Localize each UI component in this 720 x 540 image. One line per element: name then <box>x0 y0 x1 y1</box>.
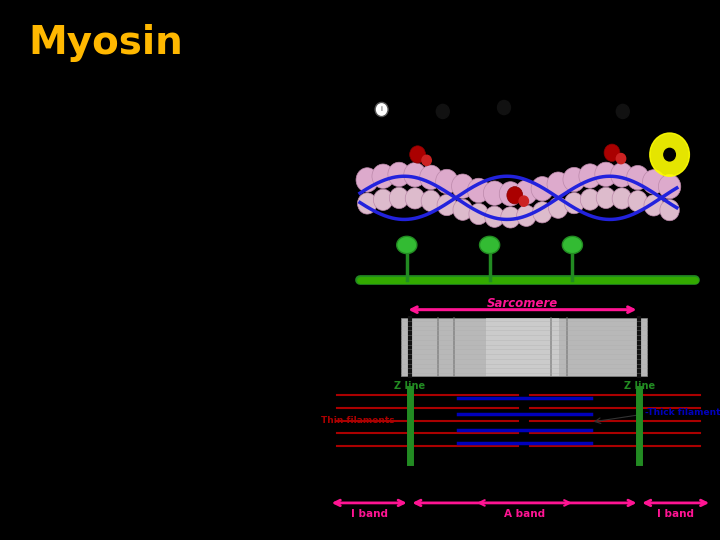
Circle shape <box>596 187 616 208</box>
Circle shape <box>516 180 538 205</box>
Circle shape <box>420 165 442 190</box>
Circle shape <box>507 187 523 204</box>
Circle shape <box>451 174 474 198</box>
Circle shape <box>642 170 665 194</box>
Circle shape <box>436 104 449 118</box>
Circle shape <box>499 181 521 206</box>
Circle shape <box>390 187 409 208</box>
Text: I band: I band <box>351 509 387 519</box>
Circle shape <box>579 164 601 188</box>
Circle shape <box>649 133 689 176</box>
Circle shape <box>628 191 647 212</box>
Text: H zone: H zone <box>508 450 541 461</box>
Text: Z line: Z line <box>394 381 425 391</box>
Circle shape <box>616 153 626 164</box>
Circle shape <box>549 197 568 218</box>
Circle shape <box>437 194 456 215</box>
Circle shape <box>616 104 629 118</box>
Polygon shape <box>562 237 582 254</box>
Text: sarcomere: sarcomere <box>20 266 159 286</box>
Circle shape <box>533 202 552 223</box>
Text: Myosin: Myosin <box>29 24 184 62</box>
Text: - Myosin: - Myosin <box>678 233 720 241</box>
Text: Z line: Z line <box>624 381 655 391</box>
Bar <box>402 318 647 376</box>
Text: Sarcomere: Sarcomere <box>487 297 558 310</box>
Circle shape <box>483 181 505 205</box>
Text: □ Has myosin _______: □ Has myosin _______ <box>20 178 261 199</box>
Circle shape <box>388 162 410 186</box>
Circle shape <box>469 204 488 225</box>
Text: -Thick filaments: -Thick filaments <box>645 408 720 417</box>
Text: H zone: H zone <box>509 521 540 530</box>
Circle shape <box>375 103 388 117</box>
Polygon shape <box>397 237 417 254</box>
Text: I band: I band <box>657 509 694 519</box>
Circle shape <box>410 146 426 163</box>
Circle shape <box>660 199 679 221</box>
Text: Thin filaments: Thin filaments <box>321 416 395 425</box>
Circle shape <box>485 206 504 227</box>
Circle shape <box>644 195 663 216</box>
Circle shape <box>531 177 554 201</box>
Circle shape <box>595 162 617 186</box>
Circle shape <box>404 163 426 187</box>
Circle shape <box>611 163 633 187</box>
Circle shape <box>626 165 649 190</box>
Circle shape <box>519 196 528 206</box>
Circle shape <box>498 100 510 114</box>
Text: □ Makes up _______: □ Makes up _______ <box>20 118 238 139</box>
Text: Troponin: Troponin <box>490 123 526 132</box>
Circle shape <box>547 172 570 197</box>
Text: - Actin: - Actin <box>678 191 712 200</box>
Circle shape <box>517 205 536 226</box>
Text: □ Make up ___ bands in a: □ Make up ___ bands in a <box>20 240 305 261</box>
Text: which bind to ______: which bind to ______ <box>20 203 265 224</box>
Polygon shape <box>480 237 500 254</box>
Circle shape <box>453 199 472 220</box>
Text: Tropomyosin: Tropomyosin <box>360 126 413 136</box>
Circle shape <box>563 167 585 192</box>
Circle shape <box>405 188 425 209</box>
Circle shape <box>500 207 520 228</box>
Text: A band: A band <box>504 509 545 519</box>
Circle shape <box>604 144 620 161</box>
Circle shape <box>658 174 680 199</box>
Circle shape <box>436 170 458 194</box>
Circle shape <box>422 155 431 165</box>
Circle shape <box>580 189 600 210</box>
Circle shape <box>612 188 631 209</box>
Text: filament: filament <box>20 144 133 164</box>
Circle shape <box>564 193 584 214</box>
Circle shape <box>358 193 377 214</box>
Bar <box>486 318 559 376</box>
Circle shape <box>372 164 395 188</box>
Circle shape <box>664 148 675 161</box>
Circle shape <box>421 190 441 212</box>
Circle shape <box>374 189 393 211</box>
Text: i: i <box>381 106 382 112</box>
Circle shape <box>356 168 379 192</box>
Circle shape <box>467 178 490 202</box>
Text: Ca$^{++}$: Ca$^{++}$ <box>464 98 488 110</box>
